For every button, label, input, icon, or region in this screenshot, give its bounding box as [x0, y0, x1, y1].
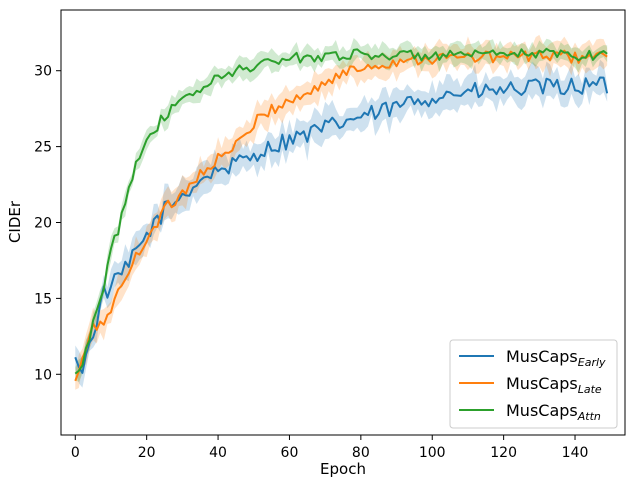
y-tick-label: 15 [34, 291, 52, 307]
legend-name: MusCaps [506, 374, 578, 393]
x-tick-label: 100 [419, 445, 446, 461]
legend-subscript: Attn [577, 410, 601, 423]
legend-label-early: MusCapsEarly [506, 347, 606, 369]
y-axis-ticks: 10 15 20 25 30 [34, 64, 61, 383]
legend-subscript: Early [578, 356, 606, 369]
x-axis-label: Epoch [320, 460, 366, 478]
y-tick-label: 20 [34, 216, 52, 232]
y-tick-label: 30 [34, 64, 52, 80]
legend-name: MusCaps [506, 401, 578, 420]
x-tick-label: 0 [71, 445, 80, 461]
legend-label-late: MusCapsLate [506, 374, 602, 396]
band-early [75, 59, 608, 388]
legend-label-attn: MusCapsAttn [506, 401, 601, 423]
series-lines [74, 47, 609, 382]
y-axis-label: CIDEr [6, 200, 24, 243]
legend-subscript: Late [578, 383, 602, 396]
y-tick-label: 10 [34, 367, 52, 383]
x-tick-label: 20 [138, 445, 156, 461]
x-tick-label: 140 [562, 445, 589, 461]
x-axis-ticks: 0 20 40 60 80 100 120 140 [71, 435, 589, 461]
x-tick-label: 80 [352, 445, 370, 461]
y-tick-label: 25 [34, 140, 52, 156]
legend-box [449, 339, 618, 429]
legend-name: MusCaps [506, 347, 578, 366]
x-tick-label: 40 [209, 445, 227, 461]
x-tick-label: 120 [490, 445, 517, 461]
confidence-bands [75, 34, 608, 390]
x-tick-label: 60 [281, 445, 299, 461]
line-attn [74, 47, 608, 375]
